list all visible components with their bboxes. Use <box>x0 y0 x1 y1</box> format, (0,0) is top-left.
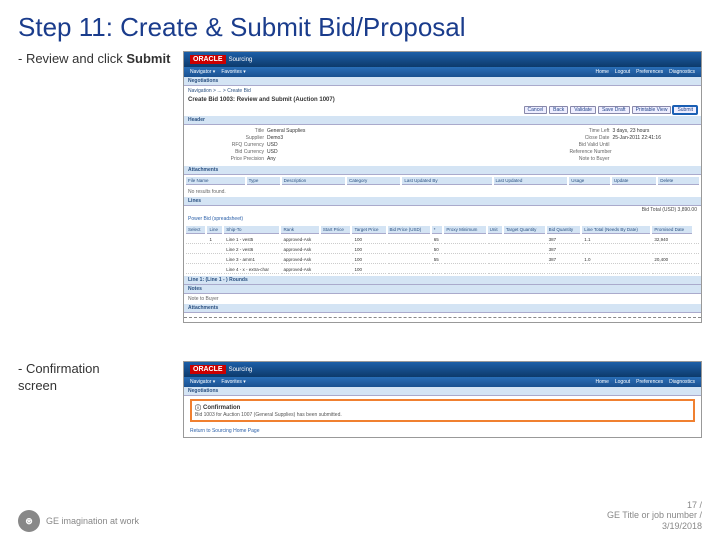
footer-date: 3/19/2018 <box>607 521 702 532</box>
nav-link[interactable]: Home <box>596 69 609 75</box>
slide-title: Step 11: Create & Submit Bid/Proposal <box>0 0 720 51</box>
page-number: 17 / <box>607 500 702 511</box>
confirmation-box: ⓘConfirmation Bid 1003 for Auction 1007 … <box>190 399 695 422</box>
page-heading: Create Bid 1003: Review and Submit (Auct… <box>184 96 701 104</box>
cost-factors-bar: Line 1: (Line 1 - ) Rounds <box>184 276 701 285</box>
header-fields: TitleGeneral SuppliesSupplierDemo3RFQ Cu… <box>184 125 701 166</box>
nav-link[interactable]: Preferences <box>636 69 663 75</box>
nav-link[interactable]: Diagnostics <box>669 379 695 385</box>
info-icon: ⓘ <box>195 403 201 412</box>
nav-link[interactable]: Favorites ▾ <box>221 379 245 385</box>
attachments-table: File NameTypeDescriptionCategoryLast Upd… <box>184 175 701 187</box>
nav-link[interactable]: Favorites ▾ <box>221 69 245 75</box>
footer-title-line: GE Title or job number / <box>607 510 702 521</box>
oracle-logo-2: ORACLE <box>190 365 226 374</box>
screenshot-confirmation: ORACLE Sourcing Navigator ▾ Favorites ▾ H… <box>183 361 702 438</box>
slide-footer: ⊛ GE imagination at work 17 / GE Title o… <box>18 500 702 532</box>
breadcrumb: Navigation > ... > Create Bid <box>184 86 701 96</box>
attachments2-section-bar: Attachments <box>184 304 701 313</box>
confirmation-message: Bid 1003 for Auction 1007 (General Suppl… <box>195 412 690 418</box>
no-results-text: No results found. <box>184 187 701 197</box>
submit-button[interactable]: Submit <box>673 106 697 114</box>
annotation-review: - Review and click Submit <box>18 51 183 68</box>
ge-logo: ⊛ <box>18 510 40 532</box>
return-link[interactable]: Return to Sourcing Home Page <box>184 425 701 437</box>
screenshot-review-submit: ORACLE Sourcing Navigator ▾ Favorites ▾ H… <box>183 51 702 323</box>
oracle-header-2: ORACLE Sourcing <box>184 362 701 377</box>
power-bid-link[interactable]: Power Bid (spreadsheet) <box>184 214 701 224</box>
back-button[interactable]: Back <box>549 106 568 114</box>
oracle-header: ORACLE Sourcing <box>184 52 701 67</box>
nav-link[interactable]: Home <box>596 379 609 385</box>
table-row: Line 2 - vest6approved-Ask10050387 <box>186 246 699 254</box>
nav-bar-2: Navigator ▾ Favorites ▾ Home Logout Prefere… <box>184 377 701 387</box>
oracle-logo: ORACLE <box>190 55 226 64</box>
annotation-confirmation: - Confirmation screen <box>18 361 183 395</box>
nav-bar: Navigator ▾ Favorites ▾ Home Logout Prefere… <box>184 67 701 77</box>
lines-section-bar: Lines <box>184 197 701 206</box>
table-row: Line 4 - x - extra-charapproved-Ask100 <box>186 266 699 274</box>
bid-total: Bid Total (USD) 3,890.00 <box>642 207 697 213</box>
printable-view-button[interactable]: Printable View <box>632 106 672 114</box>
nav-link[interactable]: Diagnostics <box>669 69 695 75</box>
nav-link[interactable]: Navigator ▾ <box>190 69 215 75</box>
nav-link[interactable]: Navigator ▾ <box>190 379 215 385</box>
nav-link[interactable]: Logout <box>615 69 630 75</box>
notes-section-bar: Notes <box>184 285 701 294</box>
table-row: Line 3 - amm1approved-Ask100553871.020,4… <box>186 256 699 264</box>
nav-link[interactable]: Logout <box>615 379 630 385</box>
ge-tagline: GE imagination at work <box>46 516 139 526</box>
attachments-section-bar: Attachments <box>184 166 701 175</box>
action-buttons-row: CancelBackValidateSave DraftPrintable Vi… <box>184 104 701 116</box>
nav-link[interactable]: Preferences <box>636 379 663 385</box>
validate-button[interactable]: Validate <box>570 106 596 114</box>
negotiations-bar: Negotiations <box>184 77 701 86</box>
table-row: 1Line 1 - vest5approved-Ask100653871.132… <box>186 236 699 244</box>
cancel-button[interactable]: Cancel <box>524 106 548 114</box>
save-draft-button[interactable]: Save Draft <box>598 106 630 114</box>
negotiations-bar-2: Negotiations <box>184 387 701 396</box>
note-to-buyer-label: Note to Buyer <box>184 294 701 304</box>
header-section-bar: Header <box>184 116 701 125</box>
lines-table: SelectLineShip-ToRankStart PriceTarget P… <box>184 224 701 276</box>
